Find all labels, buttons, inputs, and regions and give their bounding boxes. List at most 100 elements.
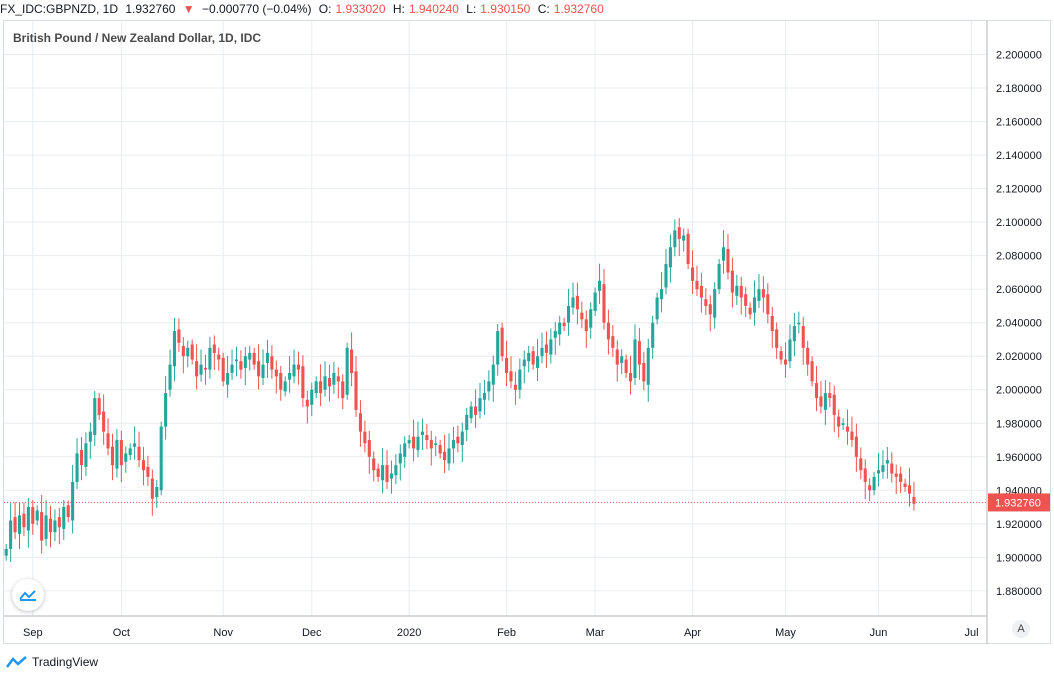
candle-body [456,436,460,444]
tradingview-branding[interactable]: TradingView [6,652,98,672]
y-tick-label: 2.140000 [996,150,1042,162]
candle-body [323,376,327,390]
candle-body [792,326,796,342]
candle-body [22,513,26,528]
candle-body [305,399,309,407]
candle-body [690,267,695,281]
candle-body [863,468,867,482]
candle-body [850,431,854,441]
candle-body [859,458,863,471]
candle-body [137,446,141,461]
candle-body [748,307,752,315]
candle-body [327,378,332,387]
candle-body [398,453,402,464]
candle-body [199,364,203,375]
candle-body [310,389,314,405]
candle-body [381,465,385,481]
low-label: L: [466,2,477,16]
close-label: C: [537,2,550,16]
candle-body [708,304,712,315]
candle-body [589,309,593,328]
candle-body [721,247,726,261]
candle-body [40,512,44,541]
y-tick-label: 2.160000 [996,117,1042,129]
candle-body [553,331,557,338]
candle-body [615,349,619,365]
candle-body [540,347,544,357]
candle-body [699,285,703,298]
candle-body [212,344,216,353]
candle-body [177,329,181,343]
x-tick-label: 2020 [397,627,421,639]
candle-body [407,440,411,444]
candle-body [88,431,92,442]
candle-body [872,476,876,491]
x-tick-label: Nov [213,627,233,639]
candle-body [279,372,283,390]
candle-body [443,451,447,461]
candle-body [234,359,239,362]
candle-body [261,364,265,378]
candle-body [899,473,903,482]
x-tick-label: Jun [870,627,888,639]
candle-body [376,468,380,477]
candle-body [195,361,199,377]
candle-body [912,497,916,504]
candle-body [164,393,168,427]
open-value: 1.933020 [335,2,386,16]
y-tick-label: 2.120000 [996,184,1042,196]
candle-body [420,431,424,435]
close-value: 1.932760 [553,2,604,16]
candle-body [571,297,575,308]
candle-body [460,431,464,446]
candle-body [181,346,185,357]
candle-body [739,285,743,298]
candle-body [474,406,478,415]
candle-body [686,233,690,265]
candle-body [412,436,416,449]
candle-body [106,433,110,449]
candle-body [168,364,172,390]
candle-body [584,319,588,332]
candle-body [257,361,261,377]
x-tick-label: Sep [23,627,43,639]
candle-body [766,294,770,315]
y-tick-label: 1.920000 [996,519,1042,531]
auto-scale-button[interactable]: A [1012,620,1030,638]
tradingview-logo-button[interactable] [12,579,44,611]
price-change: −0.000770 (−0.04%) [202,2,312,16]
low-value: 1.930150 [480,2,531,16]
candle-body [57,517,61,528]
candle-body [13,517,17,533]
candle-body [296,364,301,370]
candle-body [403,443,407,457]
y-tick-label: 2.200000 [996,50,1042,62]
candle-body [159,426,163,491]
x-tick-label: Apr [684,627,701,639]
candle-body [544,344,548,353]
candle-body [491,364,495,385]
candle-body [416,436,420,451]
x-tick-label: Dec [302,627,322,639]
candle-body [593,292,597,311]
candle-body [301,366,305,399]
candle-body [757,289,761,301]
candle-body [469,406,473,419]
candle-body [372,458,376,471]
candle-body [885,460,889,464]
candle-body [788,339,792,362]
candle-body [97,398,101,415]
y-tick-label: 2.100000 [996,217,1042,229]
candle-body [500,327,504,357]
candle-body [248,352,252,360]
y-tick-label: 2.060000 [996,284,1042,296]
tradingview-brand-icon [6,656,27,668]
candle-body [713,289,717,318]
chart-frame [3,20,1051,644]
candle-body [128,448,132,456]
candle-body [868,485,872,491]
candle-body [17,515,22,534]
candle-body [673,230,677,248]
candle-body [841,423,845,425]
